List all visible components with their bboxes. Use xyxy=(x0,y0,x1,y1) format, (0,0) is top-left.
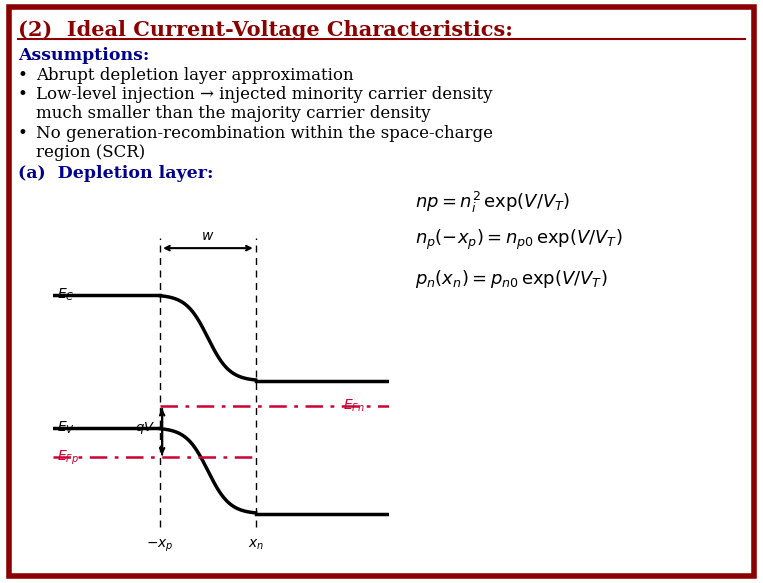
Text: (a)  Depletion layer:: (a) Depletion layer: xyxy=(18,165,214,182)
Text: region (SCR): region (SCR) xyxy=(36,144,145,161)
Text: $qV$: $qV$ xyxy=(135,420,156,437)
Text: $-x_p$: $-x_p$ xyxy=(146,538,174,553)
Text: •: • xyxy=(18,125,28,142)
Text: •: • xyxy=(18,67,28,84)
Text: $p_n(x_n) = p_{n0}\,\mathrm{exp}(V/V_T)$: $p_n(x_n) = p_{n0}\,\mathrm{exp}(V/V_T)$ xyxy=(415,268,607,290)
Text: $E_{Fn}$: $E_{Fn}$ xyxy=(343,398,365,414)
Text: much smaller than the majority carrier density: much smaller than the majority carrier d… xyxy=(36,105,430,122)
Text: $w$: $w$ xyxy=(201,229,214,243)
Text: (2)  Ideal Current-Voltage Characteristics:: (2) Ideal Current-Voltage Characteristic… xyxy=(18,20,513,40)
Text: $E_V$: $E_V$ xyxy=(57,419,76,436)
Text: $n_p(-x_p) = n_{p0}\,\mathrm{exp}(V/V_T)$: $n_p(-x_p) = n_{p0}\,\mathrm{exp}(V/V_T)… xyxy=(415,228,623,252)
Text: •: • xyxy=(18,86,28,103)
Text: Assumptions:: Assumptions: xyxy=(18,47,150,64)
Text: $np = n_i^2\,\mathrm{exp}(V/V_T)$: $np = n_i^2\,\mathrm{exp}(V/V_T)$ xyxy=(415,190,570,215)
Text: $E_{Fp}$: $E_{Fp}$ xyxy=(57,448,79,466)
Text: $x_n$: $x_n$ xyxy=(247,538,264,552)
Text: $E_C$: $E_C$ xyxy=(57,286,75,303)
Text: Abrupt depletion layer approximation: Abrupt depletion layer approximation xyxy=(36,67,353,84)
Text: Low-level injection → injected minority carrier density: Low-level injection → injected minority … xyxy=(36,86,492,103)
Text: No generation-recombination within the space-charge: No generation-recombination within the s… xyxy=(36,125,493,142)
